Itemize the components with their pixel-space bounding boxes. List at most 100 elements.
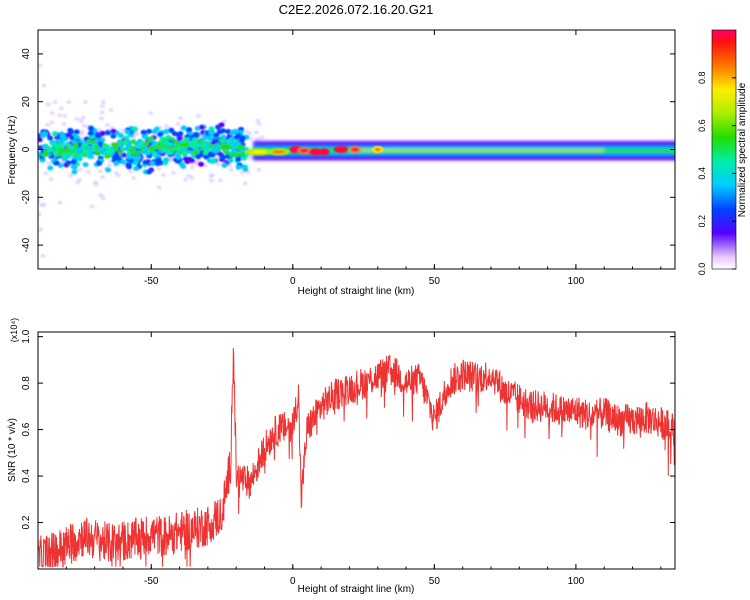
heatmap-cell <box>220 143 226 148</box>
heatmap-cell <box>190 165 196 170</box>
heatmap-cell <box>253 130 259 135</box>
heatmap-cell <box>71 139 77 144</box>
heatmap-cell <box>61 122 67 127</box>
heatmap-cell <box>133 166 140 172</box>
heatmap-cell <box>169 137 176 142</box>
heatmap-cell <box>163 136 169 141</box>
x-tick-label: 50 <box>429 276 441 287</box>
x-tick-label: 100 <box>568 576 585 587</box>
heatmap-cell <box>208 178 214 183</box>
colorbar: 0.0 0.2 0.4 0.6 0.8 Normalized spectral ampl… <box>697 29 748 276</box>
heatmap-cell <box>104 123 110 128</box>
heatmap-cell <box>68 145 75 150</box>
snr-y-label: SNR (10 * v/v) <box>7 418 18 482</box>
heatmap-cell <box>105 144 111 149</box>
heatmap-cell <box>160 172 166 177</box>
heatmap-cell <box>94 144 100 149</box>
heatmap-cell <box>151 142 157 147</box>
heatmap-cell <box>186 149 192 154</box>
heatmap-cell <box>156 185 162 190</box>
figure-title: C2E2.2026.072.16.20.G21 <box>279 2 434 17</box>
heatmap-cell <box>133 157 140 163</box>
heatmap-cell <box>70 159 77 165</box>
colorbar-tick-label: 0.2 <box>697 215 707 228</box>
heatmap-cell <box>66 100 72 105</box>
snr-x-ticks: -50 0 50 100 <box>37 332 662 587</box>
heatmap-cell <box>171 170 177 175</box>
heatmap-cell <box>62 113 68 118</box>
heatmap-cell <box>106 163 112 168</box>
heatmap-cell <box>164 124 170 129</box>
heatmap-cell <box>220 138 227 143</box>
heatmap-cell <box>235 164 242 170</box>
colorbar-tick-label: 0.8 <box>697 72 707 85</box>
heatmap-cell <box>86 139 92 144</box>
heatmap-cell <box>120 146 126 151</box>
heatmap-cell <box>207 152 214 158</box>
heatmap-cell <box>202 151 208 156</box>
heatmap-cell <box>240 170 246 175</box>
heatmap-cell <box>100 175 106 180</box>
heatmap-cell <box>174 158 181 164</box>
heatmap-cell <box>132 151 138 156</box>
colorbar-tick-label: 0.0 <box>697 263 707 276</box>
heatmap-cell <box>182 150 188 155</box>
heatmap-cell <box>95 133 102 139</box>
heatmap-cell <box>104 130 111 136</box>
heatmap-cell <box>62 152 68 157</box>
heatmap-cell <box>51 141 57 146</box>
heatmap-cell <box>173 141 179 146</box>
heatmap-cell <box>141 134 148 140</box>
heatmap-cell <box>154 160 161 166</box>
heatmap-cell <box>200 144 206 149</box>
heatmap-cell <box>96 151 102 156</box>
heatmap-cell <box>57 200 63 205</box>
heatmap-cell <box>43 171 49 176</box>
x-tick-label: 0 <box>290 576 296 587</box>
spectrogram-x-label: Height of straight line (km) <box>298 286 415 297</box>
heatmap-cell <box>207 136 214 142</box>
heatmap-cell <box>255 137 261 142</box>
heatmap-cell <box>111 142 117 147</box>
heatmap-cell <box>90 140 96 145</box>
heatmap-cell <box>41 202 47 207</box>
heatmap-cell <box>195 113 201 118</box>
heatmap-cell <box>87 151 93 156</box>
spectrogram-y-ticks: -40 -20 0 20 40 <box>21 48 675 252</box>
heatmap-cell <box>156 142 163 147</box>
heatmap-cell <box>70 163 77 169</box>
heatmap-cell <box>203 163 209 168</box>
y-tick-label: 0.8 <box>21 376 32 390</box>
heatmap-cell <box>127 154 134 160</box>
heatmap-cell <box>205 147 211 152</box>
heatmap-cell <box>130 139 136 144</box>
heatmap-cell <box>46 145 52 150</box>
heatmap-cell <box>68 173 74 178</box>
y-tick-label: -20 <box>21 190 32 205</box>
heatmap-cell <box>229 130 236 136</box>
heatmap-cell <box>240 145 246 150</box>
heatmap-cell <box>227 145 233 150</box>
heatmap-cell <box>148 111 154 116</box>
y-tick-label: 1.0 <box>21 329 32 343</box>
heatmap-cell <box>177 150 184 155</box>
heatmap-cell <box>219 128 226 134</box>
heatmap-cell <box>99 110 105 115</box>
heatmap-cell <box>65 160 72 166</box>
heatmap-cell <box>105 167 112 173</box>
heatmap-cell <box>129 148 135 153</box>
snr-panel: -50 0 50 100 0.2 0.4 0.6 0.8 1.0 Height of stra… <box>7 318 676 595</box>
x-tick-label: 50 <box>429 576 441 587</box>
heatmap-cell <box>57 113 63 118</box>
heatmap-cell <box>41 83 47 88</box>
snr-series-line <box>38 348 675 568</box>
heatmap-cell <box>242 181 248 186</box>
snr-y-ticks: 0.2 0.4 0.6 0.8 1.0 <box>21 329 675 529</box>
heatmap-cell <box>183 177 189 182</box>
heatmap-cell <box>99 103 105 108</box>
snr-multiplier: (x10⁴) <box>9 318 19 342</box>
heatmap-cell <box>38 227 44 232</box>
heatmap-cell <box>230 153 237 158</box>
heatmap-cell <box>221 162 228 168</box>
